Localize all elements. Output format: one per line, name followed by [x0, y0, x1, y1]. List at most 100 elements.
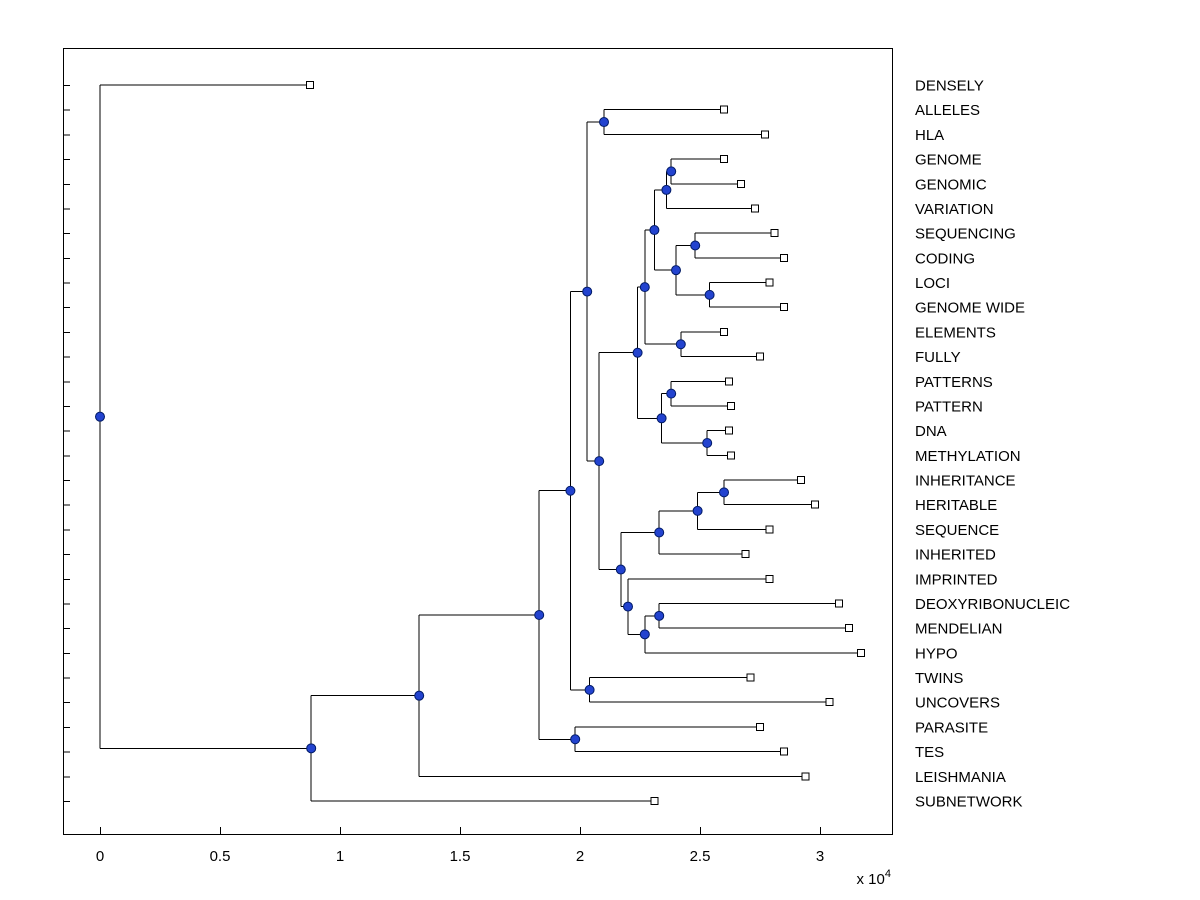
- cluster-node-marker: [649, 225, 660, 236]
- leaf-label: PATTERN: [915, 398, 983, 415]
- leaf-label: FULLY: [915, 349, 961, 366]
- leaf-tip-marker: [720, 155, 728, 164]
- leaf-label: LOCI: [915, 275, 950, 292]
- leaf-tip-marker: [724, 426, 733, 435]
- cluster-node-marker: [666, 166, 677, 177]
- leaf-label: SEQUENCE: [915, 522, 999, 539]
- leaf-tip-marker: [756, 352, 764, 361]
- leaf-label: INHERITED: [915, 547, 996, 564]
- x-axis-tick-label: 0.5: [210, 848, 231, 865]
- x-axis-tick-label: 3: [816, 848, 824, 865]
- leaf-label: UNCOVERS: [915, 695, 1000, 712]
- leaf-label: CODING: [915, 250, 975, 267]
- leaf-tip-marker: [844, 624, 853, 633]
- leaf-tip-marker: [780, 303, 788, 312]
- cluster-node-marker: [594, 456, 605, 467]
- leaf-label: METHYLATION: [915, 448, 1021, 465]
- cluster-node-marker: [584, 684, 595, 695]
- cluster-node-marker: [599, 117, 609, 128]
- leaf-label: HLA: [915, 127, 944, 144]
- leaf-label: HYPO: [915, 645, 958, 662]
- cluster-node-marker: [654, 527, 665, 538]
- leaf-tip-marker: [751, 204, 760, 213]
- leaf-tip-marker: [780, 747, 788, 756]
- x-axis-tick-label: 1.5: [450, 848, 471, 865]
- cluster-node-marker: [565, 485, 576, 496]
- x-axis-tick-label: 2: [576, 848, 584, 865]
- leaf-label: LEISHMANIA: [915, 769, 1006, 786]
- cluster-node-marker: [95, 411, 105, 422]
- cluster-node-marker: [692, 505, 703, 516]
- cluster-node-marker: [675, 339, 686, 350]
- leaf-tip-marker: [856, 648, 865, 657]
- cluster-node-marker: [671, 265, 681, 276]
- x-axis-tick-label: 2.5: [690, 848, 711, 865]
- cluster-node-marker: [656, 413, 667, 424]
- leaf-tip-marker: [724, 377, 733, 386]
- leaf-tip-marker: [720, 105, 728, 114]
- leaf-tip-marker: [741, 550, 750, 559]
- leaf-label: INHERITANCE: [915, 473, 1016, 490]
- leaf-label: TWINS: [915, 670, 963, 687]
- leaf-label: ELEMENTS: [915, 324, 996, 341]
- leaf-tip-marker: [770, 229, 779, 238]
- leaf-label: DENSELY: [915, 78, 984, 95]
- cluster-node-marker: [534, 610, 545, 621]
- cluster-node-marker: [615, 564, 626, 575]
- cluster-node-marker: [623, 601, 633, 612]
- cluster-node-marker: [306, 743, 317, 754]
- leaf-tip-marker: [765, 574, 774, 583]
- leaf-tip-marker: [736, 179, 745, 188]
- cluster-node-marker: [639, 629, 650, 640]
- leaf-tip-marker: [811, 500, 820, 509]
- leaf-label: GENOME: [915, 152, 982, 169]
- leaf-label: DNA: [915, 423, 947, 440]
- cluster-node-marker: [719, 487, 729, 498]
- leaf-tip-marker: [760, 130, 769, 139]
- leaf-tip-marker: [801, 772, 810, 781]
- leaf-label: PATTERNS: [915, 374, 993, 391]
- cluster-node-marker: [661, 184, 672, 195]
- plot-box: [63, 48, 893, 835]
- cluster-node-marker: [414, 690, 425, 701]
- cluster-node-marker: [704, 289, 715, 300]
- leaf-label: GENOMIC: [915, 176, 987, 193]
- leaf-label: HERITABLE: [915, 497, 997, 514]
- cluster-node-marker: [582, 286, 593, 297]
- leaf-tip-marker: [765, 525, 774, 534]
- leaf-label: PARASITE: [915, 719, 988, 736]
- leaf-label: SEQUENCING: [915, 226, 1016, 243]
- leaf-label: ALLELES: [915, 102, 980, 119]
- leaf-tip-marker: [746, 673, 755, 682]
- leaf-label: TES: [915, 744, 944, 761]
- leaf-label: MENDELIAN: [915, 621, 1003, 638]
- leaf-tip-marker: [306, 81, 314, 89]
- leaf-tip-marker: [835, 599, 844, 608]
- leaf-tip-marker: [825, 698, 834, 707]
- leaf-tip-marker: [796, 476, 805, 485]
- cluster-node-marker: [570, 734, 581, 745]
- leaf-label: SUBNETWORK: [915, 794, 1023, 811]
- x-axis-multiplier-label: x 104: [857, 868, 891, 888]
- leaf-tip-marker: [756, 722, 764, 731]
- cluster-node-marker: [690, 240, 701, 251]
- leaf-tip-marker: [650, 797, 659, 805]
- leaf-label: DEOXYRIBONUCLEIC: [915, 596, 1070, 613]
- cluster-node-marker: [639, 282, 650, 293]
- x-axis-tick-label: 1: [336, 848, 344, 865]
- leaf-tip-marker: [780, 253, 788, 262]
- cluster-node-marker: [666, 388, 677, 399]
- leaf-label: GENOME WIDE: [915, 300, 1025, 317]
- x-axis-tick-label: 0: [96, 848, 104, 865]
- leaf-tip-marker: [727, 401, 736, 410]
- cluster-node-marker: [654, 610, 665, 621]
- leaf-tip-marker: [727, 451, 736, 460]
- leaf-label: VARIATION: [915, 201, 994, 218]
- leaf-tip-marker: [720, 327, 728, 336]
- cluster-node-marker: [632, 347, 643, 358]
- leaf-tip-marker: [765, 278, 774, 287]
- leaf-label: IMPRINTED: [915, 571, 998, 588]
- cluster-node-marker: [702, 438, 713, 448]
